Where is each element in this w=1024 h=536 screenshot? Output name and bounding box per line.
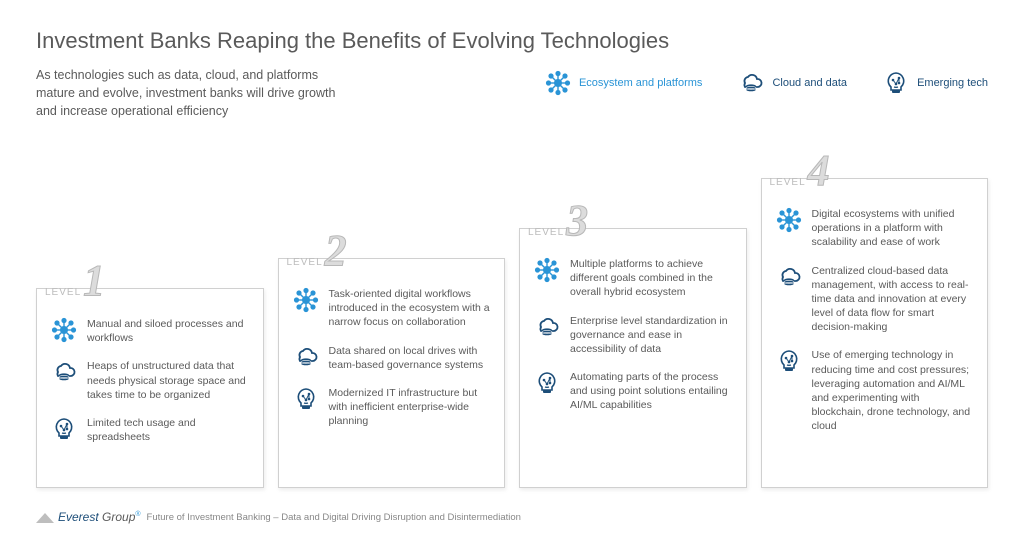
logo-text: Everest Group®	[58, 510, 141, 524]
level-row: Multiple platforms to achieve different …	[534, 257, 732, 300]
ecosystem-icon	[534, 257, 560, 283]
level-word: LEVEL	[770, 177, 806, 188]
row-text: Use of emerging technology in reducing t…	[812, 348, 974, 433]
level-row: Enterprise level standardization in gove…	[534, 314, 732, 357]
ecosystem-icon	[293, 287, 319, 313]
level-4-badge: LEVEL 4	[770, 153, 830, 188]
level-row: Automating parts of the process and usin…	[534, 370, 732, 413]
legend-ecosystem: Ecosystem and platforms	[545, 70, 703, 96]
legend-cloud-label: Cloud and data	[772, 77, 847, 89]
row-text: Centralized cloud-based data management,…	[812, 264, 974, 335]
row-text: Task-oriented digital workflows introduc…	[329, 287, 491, 330]
ecosystem-icon	[776, 207, 802, 233]
level-row: Task-oriented digital workflows introduc…	[293, 287, 491, 330]
level-row: Modernized IT infrastructure but with in…	[293, 386, 491, 429]
level-num: 1	[83, 263, 105, 298]
emerging-icon	[883, 70, 909, 96]
subtitle: As technologies such as data, cloud, and…	[36, 66, 356, 120]
row-text: Automating parts of the process and usin…	[570, 370, 732, 413]
level-row: Data shared on local drives with team-ba…	[293, 344, 491, 372]
row-text: Modernized IT infrastructure but with in…	[329, 386, 491, 429]
cloud-icon	[738, 70, 764, 96]
legend-cloud: Cloud and data	[738, 70, 847, 96]
level-1-badge: LEVEL 1	[45, 263, 105, 298]
level-3-box: LEVEL 3 Multiple platforms to achieve di…	[519, 228, 747, 488]
level-word: LEVEL	[287, 257, 323, 268]
legend: Ecosystem and platforms Cloud and data E…	[545, 70, 988, 96]
level-2-badge: LEVEL 2	[287, 233, 347, 268]
header-row: As technologies such as data, cloud, and…	[36, 66, 988, 120]
cloud-icon	[51, 359, 77, 385]
cloud-icon	[776, 264, 802, 290]
footer-source: Future of Investment Banking – Data and …	[147, 512, 521, 523]
logo: Everest Group®	[36, 510, 141, 524]
emerging-icon	[51, 416, 77, 442]
legend-emerging: Emerging tech	[883, 70, 988, 96]
levels-container: LEVEL 1 Manual and siloed processes and …	[36, 178, 988, 488]
row-text: Digital ecosystems with unified operatio…	[812, 207, 974, 250]
cloud-icon	[534, 314, 560, 340]
ecosystem-icon	[545, 70, 571, 96]
legend-emerging-label: Emerging tech	[917, 77, 988, 89]
level-row: Heaps of unstructured data that needs ph…	[51, 359, 249, 402]
level-4-box: LEVEL 4 Digital ecosystems with unified …	[761, 178, 989, 488]
level-row: Digital ecosystems with unified operatio…	[776, 207, 974, 250]
level-3-badge: LEVEL 3	[528, 203, 588, 238]
row-text: Limited tech usage and spreadsheets	[87, 416, 249, 444]
ecosystem-icon	[51, 317, 77, 343]
row-text: Multiple platforms to achieve different …	[570, 257, 732, 300]
row-text: Enterprise level standardization in gove…	[570, 314, 732, 357]
legend-ecosystem-label: Ecosystem and platforms	[579, 77, 703, 89]
emerging-icon	[293, 386, 319, 412]
level-1-box: LEVEL 1 Manual and siloed processes and …	[36, 288, 264, 488]
level-row: Use of emerging technology in reducing t…	[776, 348, 974, 433]
emerging-icon	[776, 348, 802, 374]
level-num: 3	[566, 203, 588, 238]
level-row: Manual and siloed processes and workflow…	[51, 317, 249, 345]
level-num: 4	[808, 153, 830, 188]
cloud-icon	[293, 344, 319, 370]
row-text: Heaps of unstructured data that needs ph…	[87, 359, 249, 402]
level-num: 2	[325, 233, 347, 268]
footer: Everest Group® Future of Investment Bank…	[36, 510, 521, 524]
level-word: LEVEL	[528, 227, 564, 238]
row-text: Manual and siloed processes and workflow…	[87, 317, 249, 345]
page-title: Investment Banks Reaping the Benefits of…	[36, 28, 988, 54]
level-word: LEVEL	[45, 287, 81, 298]
logo-mark-icon	[36, 511, 54, 523]
level-row: Limited tech usage and spreadsheets	[51, 416, 249, 444]
emerging-icon	[534, 370, 560, 396]
level-row: Centralized cloud-based data management,…	[776, 264, 974, 335]
level-2-box: LEVEL 2 Task-oriented digital workflows …	[278, 258, 506, 488]
row-text: Data shared on local drives with team-ba…	[329, 344, 491, 372]
